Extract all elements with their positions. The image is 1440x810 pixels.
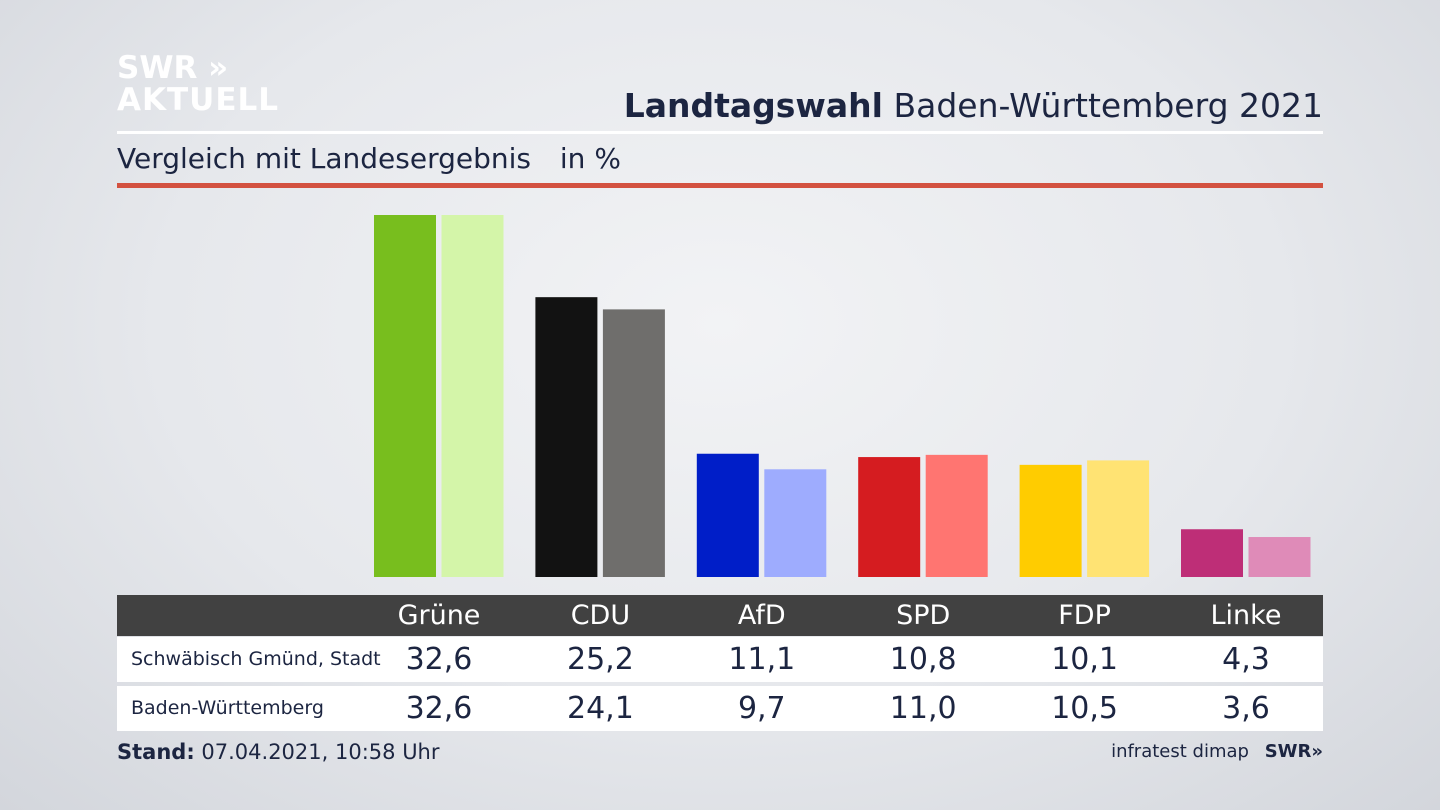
- party-label: Linke: [1210, 600, 1282, 631]
- bar-grne-local: [374, 215, 436, 577]
- party-label: Grüne: [397, 600, 481, 631]
- party-label: SPD: [896, 600, 951, 631]
- data-label: 24,1: [566, 691, 634, 726]
- bar-linke-state: [1248, 537, 1311, 577]
- data-label: 25,2: [566, 642, 634, 677]
- stand-label: Stand:: [117, 740, 195, 764]
- data-label: 32,6: [405, 642, 473, 677]
- row-label: Schwäbisch Gmünd, Stadt: [131, 648, 381, 670]
- party-label: FDP: [1058, 600, 1111, 631]
- subtitle-divider: [117, 183, 1323, 188]
- party-label: CDU: [570, 600, 631, 631]
- logo-line-1: SWR »: [117, 50, 229, 86]
- bar-spd-local: [858, 457, 921, 577]
- swr-source-logo: SWR»: [1264, 741, 1323, 762]
- stand-value: 07.04.2021, 10:58 Uhr: [201, 740, 440, 764]
- table-row: Schwäbisch Gmünd, Stadt 32,6 25,2 11,1 10,8…: [117, 637, 1323, 682]
- bar-cdu-state: [602, 309, 665, 577]
- data-label: 11,1: [728, 642, 796, 677]
- bar-fdp-state: [1087, 460, 1150, 577]
- swr-aktuell-logo: SWR » AKTUELL: [117, 52, 279, 116]
- data-label: 10,8: [889, 642, 957, 677]
- source-credit: infratest dimap SWR»: [1111, 741, 1323, 762]
- data-label: 4,3: [1222, 642, 1270, 677]
- chart-subtitle: Vergleich mit Landesergebnis in %: [117, 142, 621, 175]
- timestamp: Stand: 07.04.2021, 10:58 Uhr: [117, 740, 440, 764]
- data-label: 9,7: [737, 691, 786, 726]
- party-header-row: Grüne CDU AfD SPD FDP Linke: [117, 595, 1323, 636]
- bar-grne-state: [441, 215, 504, 577]
- data-label: 10,5: [1051, 691, 1118, 726]
- data-label: 10,1: [1051, 642, 1118, 677]
- chart-title: Landtagswahl Baden-Württemberg 2021: [624, 86, 1323, 125]
- table-row: Baden-Württemberg 32,6 24,1 9,7 11,0 10,5 3,6: [117, 686, 1323, 731]
- source-name: infratest dimap: [1111, 741, 1249, 762]
- data-label: 32,6: [405, 691, 473, 726]
- bar-cdu-local: [535, 297, 598, 577]
- data-label: 11,0: [889, 691, 957, 726]
- title-divider: [117, 131, 1323, 134]
- row-label: Baden-Württemberg: [131, 697, 324, 719]
- logo-line-2: AKTUELL: [117, 82, 280, 118]
- bar-afd-state: [764, 469, 827, 577]
- bar-fdp-local: [1019, 464, 1082, 577]
- party-label: AfD: [737, 600, 786, 631]
- subtitle-text: Vergleich mit Landesergebnis: [117, 142, 531, 175]
- bar-linke-local: [1181, 529, 1243, 577]
- bar-afd-local: [696, 453, 759, 577]
- data-label: 3,6: [1222, 691, 1270, 726]
- bar-spd-state: [925, 454, 988, 577]
- unit-label: in %: [559, 142, 621, 175]
- title-bold: Landtagswahl: [623, 86, 883, 125]
- title-rest: Baden-Württemberg 2021: [893, 86, 1323, 125]
